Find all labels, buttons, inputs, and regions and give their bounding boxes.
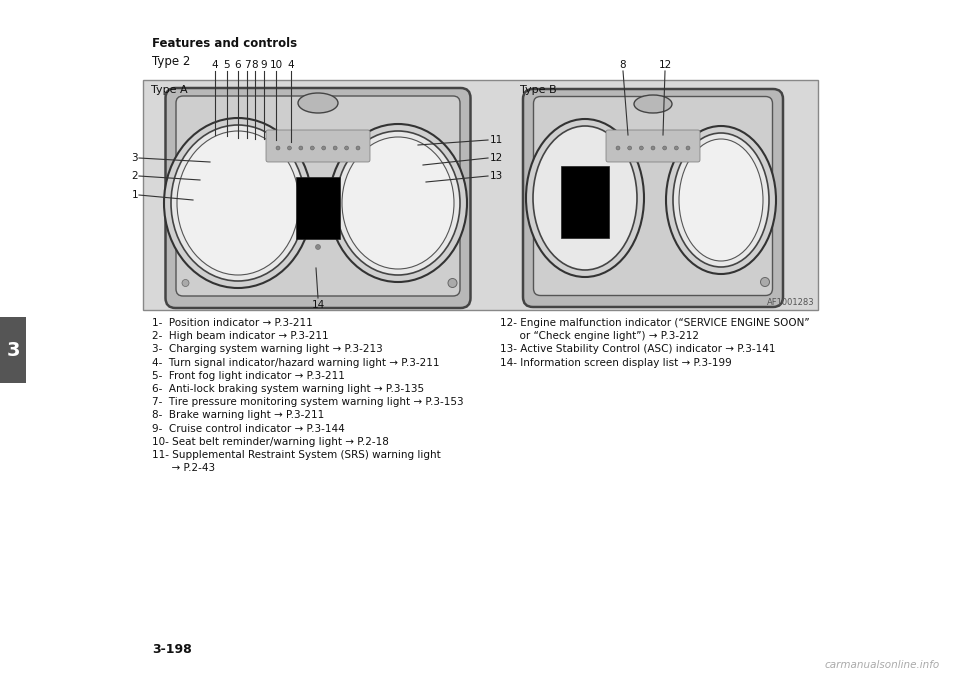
Ellipse shape [639,146,643,150]
Text: 10: 10 [270,60,282,70]
Text: 5: 5 [224,60,230,70]
Ellipse shape [299,146,302,150]
Text: 1-  Position indicator → P.3-211: 1- Position indicator → P.3-211 [152,318,313,328]
Ellipse shape [634,95,672,113]
Ellipse shape [164,118,312,288]
Ellipse shape [298,93,338,113]
Text: 3-  Charging system warning light → P.3-213: 3- Charging system warning light → P.3-2… [152,344,383,355]
Text: 6-  Anti-lock braking system warning light → P.3-135: 6- Anti-lock braking system warning ligh… [152,384,424,394]
Bar [296,177,340,239]
Text: or “Check engine light”) → P.3-212: or “Check engine light”) → P.3-212 [500,331,699,341]
Ellipse shape [177,131,299,275]
Ellipse shape [182,279,189,287]
Ellipse shape [345,146,348,150]
Text: carmanualsonline.info: carmanualsonline.info [825,660,940,670]
Text: 12- Engine malfunction indicator (“SERVICE ENGINE SOON”: 12- Engine malfunction indicator (“SERVI… [500,318,809,328]
Text: 9: 9 [261,60,267,70]
Text: 4-  Turn signal indicator/hazard warning light → P.3-211: 4- Turn signal indicator/hazard warning … [152,357,440,367]
Text: AF1001283: AF1001283 [767,298,815,307]
Ellipse shape [760,277,770,287]
Text: 3: 3 [7,340,20,359]
Ellipse shape [673,133,769,267]
Ellipse shape [616,146,620,150]
Text: 14: 14 [311,300,324,310]
Ellipse shape [448,279,457,287]
Ellipse shape [662,146,666,150]
Bar [561,166,609,238]
Ellipse shape [329,124,467,282]
Text: 2-  High beam indicator → P.3-211: 2- High beam indicator → P.3-211 [152,331,328,341]
Text: 4: 4 [288,60,295,70]
Text: 13: 13 [490,171,503,181]
Text: 8: 8 [620,60,626,70]
Text: 9-  Cruise control indicator → P.3-144: 9- Cruise control indicator → P.3-144 [152,424,345,434]
Text: 14- Information screen display list → P.3-199: 14- Information screen display list → P.… [500,357,732,367]
Ellipse shape [526,119,644,277]
FancyBboxPatch shape [266,130,370,162]
Text: 12: 12 [659,60,672,70]
Text: → P.2-43: → P.2-43 [152,463,215,473]
Bar [143,80,818,310]
Text: Features and controls: Features and controls [152,37,298,50]
Ellipse shape [686,146,690,150]
Ellipse shape [310,146,314,150]
FancyBboxPatch shape [176,96,460,296]
Ellipse shape [679,139,763,261]
Text: 11- Supplemental Restraint System (SRS) warning light: 11- Supplemental Restraint System (SRS) … [152,450,441,460]
Ellipse shape [287,146,292,150]
Text: 6: 6 [234,60,241,70]
Text: 3-198: 3-198 [152,643,192,656]
FancyBboxPatch shape [165,88,470,308]
Text: Type B: Type B [520,85,557,95]
Ellipse shape [628,146,632,150]
Text: Type 2: Type 2 [152,55,190,68]
Ellipse shape [666,126,776,274]
FancyBboxPatch shape [534,96,773,296]
Text: Type A: Type A [151,85,187,95]
Ellipse shape [674,146,679,150]
Bar [0,317,26,383]
Text: 4: 4 [212,60,218,70]
Text: 3: 3 [132,153,138,163]
Ellipse shape [342,137,454,269]
Text: 8: 8 [252,60,258,70]
Text: 7: 7 [244,60,251,70]
Ellipse shape [336,131,460,275]
Text: 11: 11 [490,135,503,145]
Ellipse shape [333,146,337,150]
Text: 12: 12 [490,153,503,163]
Ellipse shape [533,126,637,270]
FancyBboxPatch shape [606,130,700,162]
Text: 13- Active Stability Control (ASC) indicator → P.3-141: 13- Active Stability Control (ASC) indic… [500,344,776,355]
Text: 8-  Brake warning light → P.3-211: 8- Brake warning light → P.3-211 [152,410,324,420]
Text: 7-  Tire pressure monitoring system warning light → P.3-153: 7- Tire pressure monitoring system warni… [152,397,464,407]
Text: 1: 1 [132,190,138,200]
Text: 5-  Front fog light indicator → P.3-211: 5- Front fog light indicator → P.3-211 [152,371,345,381]
Ellipse shape [322,146,325,150]
Ellipse shape [651,146,655,150]
FancyBboxPatch shape [523,89,783,307]
Text: 10- Seat belt reminder/warning light → P.2-18: 10- Seat belt reminder/warning light → P… [152,437,389,447]
Ellipse shape [356,146,360,150]
Ellipse shape [171,125,305,281]
Ellipse shape [276,146,280,150]
Ellipse shape [316,245,321,250]
Text: 2: 2 [132,171,138,181]
